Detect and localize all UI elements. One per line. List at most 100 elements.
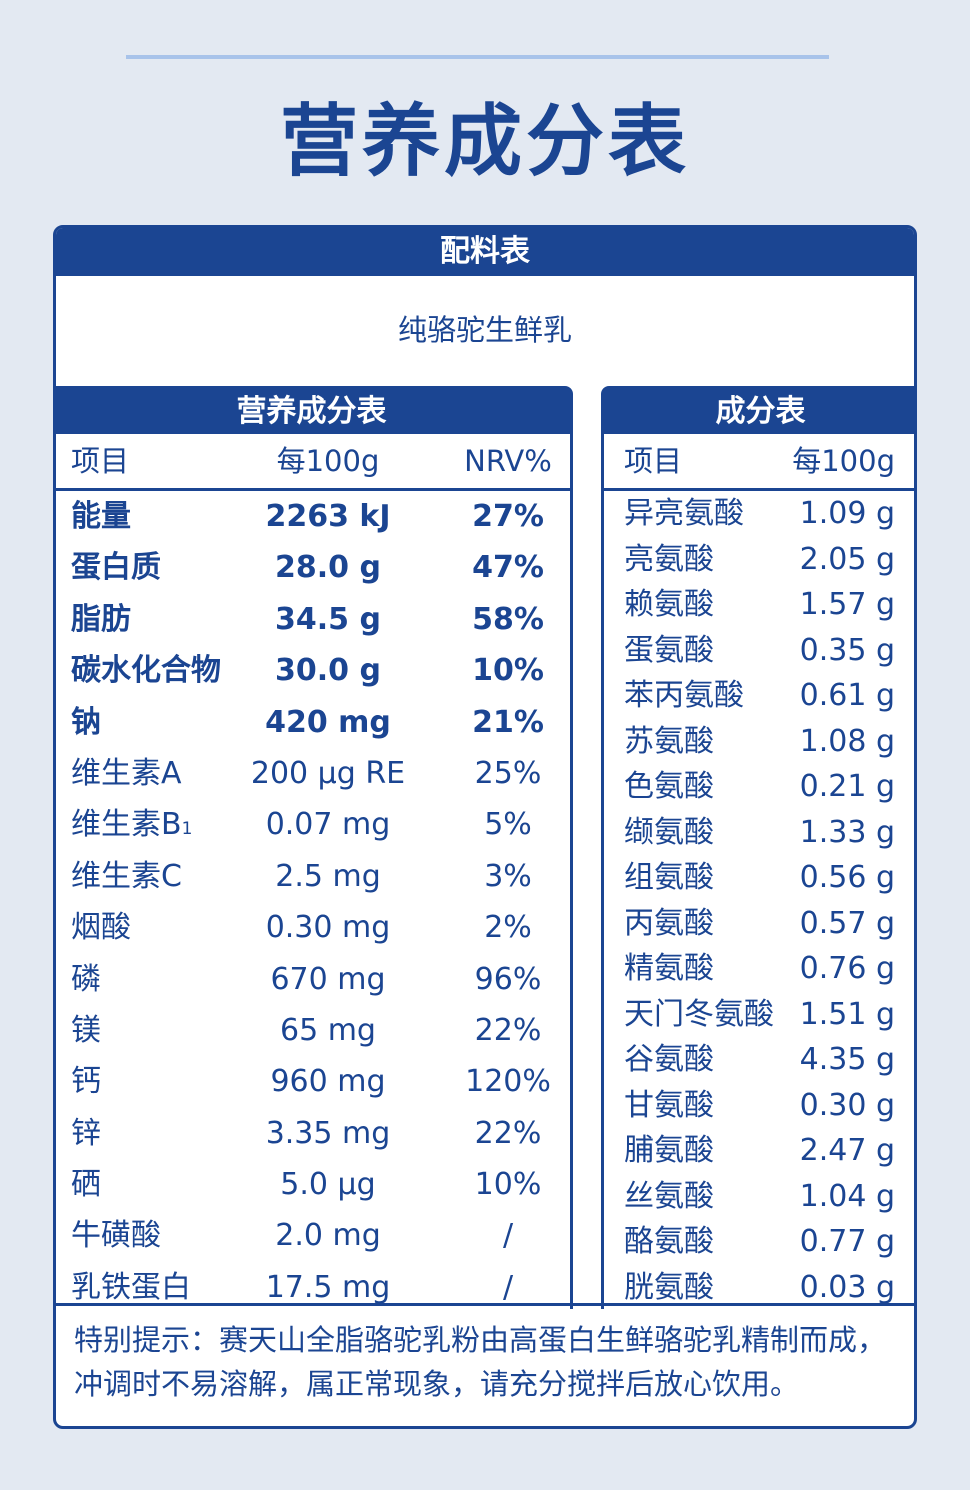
- amino-per100g: 1.08 g: [799, 723, 895, 759]
- nutrient-name: 锌: [71, 1115, 101, 1151]
- amino-name: 胱氨酸: [624, 1269, 714, 1305]
- amino-per100g: 0.77 g: [799, 1224, 895, 1259]
- nutrient-per100g: 3.35 mg: [265, 1115, 391, 1151]
- note-divider: [56, 1303, 914, 1306]
- nutrition-row: 锌 3.35 mg 22%: [56, 1108, 570, 1159]
- amino-name: 异亮氨酸: [624, 496, 744, 531]
- amino-per100g: 1.57 g: [799, 587, 895, 622]
- nutrition-row: 磷 670 mg 96%: [56, 954, 570, 1005]
- nutrition-row: 钙 960 mg 120%: [56, 1056, 570, 1107]
- ingredients-header: 配料表: [56, 228, 914, 276]
- amino-acid-header: 成分表: [604, 389, 914, 434]
- nutrition-row: 乳铁蛋白 17.5 mg /: [56, 1262, 570, 1313]
- nutrition-row: 脂肪 34.5 g 58%: [56, 594, 570, 645]
- nutrition-row: 维生素A 200 μg RE 25%: [56, 748, 570, 799]
- nutrition-row: 镁 65 mg 22%: [56, 1005, 570, 1056]
- amino-name: 丙氨酸: [624, 905, 714, 941]
- amino-name: 苏氨酸: [624, 723, 714, 759]
- nutrition-column-headers: 项目 每100g NRV%: [56, 434, 570, 491]
- nutrient-name: 能量: [71, 499, 131, 534]
- nutrient-nrv: 2%: [484, 910, 532, 946]
- amino-per100g: 1.33 g: [799, 814, 895, 850]
- amino-name: 亮氨酸: [624, 541, 714, 577]
- nutrition-row: 烟酸 0.30 mg 2%: [56, 902, 570, 953]
- nutrient-name: 镁: [71, 1012, 101, 1048]
- amino-row: 谷氨酸 4.35 g: [604, 1037, 914, 1083]
- amino-row: 酪氨酸 0.77 g: [604, 1219, 914, 1265]
- amino-name: 谷氨酸: [624, 1042, 714, 1077]
- nutrient-name: 脂肪: [71, 601, 131, 637]
- nutrition-rows: 能量 2263 kJ 27% 蛋白质 28.0 g 47% 脂肪 34.5 g 58% 碳水化合物…: [56, 491, 570, 1313]
- nutrient-name: 蛋白质: [71, 550, 161, 586]
- special-note: 特别提示：赛天山全脂骆驼乳粉由高蛋白生鲜骆驼乳精制而成，冲调时不易溶解，属正常现…: [74, 1323, 887, 1401]
- nutrition-facts-header: 营养成分表: [56, 389, 570, 434]
- amino-name: 酪氨酸: [624, 1224, 714, 1259]
- nutrition-row: 牛磺酸 2.0 mg /: [56, 1210, 570, 1261]
- amino-per100g: 0.57 g: [799, 905, 895, 941]
- column-per100g: 每100g: [276, 444, 380, 478]
- amino-row: 精氨酸 0.76 g: [604, 946, 914, 992]
- nutrition-row: 蛋白质 28.0 g 47%: [56, 542, 570, 593]
- nutrient-nrv: 21%: [472, 704, 544, 740]
- amino-per100g: 1.09 g: [799, 496, 895, 531]
- nutrient-name: 维生素B: [71, 807, 182, 843]
- nutrient-per100g: 28.0 g: [275, 550, 381, 586]
- nutrient-name: 磷: [71, 961, 101, 997]
- nutrient-nrv: 22%: [474, 1012, 542, 1048]
- nutrient-per100g: 200 μg RE: [250, 755, 406, 791]
- amino-per100g: 4.35 g: [799, 1042, 895, 1077]
- amino-row: 丝氨酸 1.04 g: [604, 1174, 914, 1220]
- amino-name: 赖氨酸: [624, 587, 714, 622]
- nutrient-per100g: 2.5 mg: [275, 858, 381, 894]
- nutrient-nrv: 120%: [465, 1064, 551, 1100]
- nutrient-name: 牛磺酸: [71, 1218, 161, 1254]
- nutrient-name-wrap: 维生素B1: [71, 799, 192, 855]
- nutrient-name: 乳铁蛋白: [71, 1269, 191, 1305]
- nutrient-name: 碳水化合物: [71, 653, 221, 689]
- amino-row: 苯丙氨酸 0.61 g: [604, 673, 914, 719]
- nutrient-nrv: 22%: [474, 1115, 542, 1151]
- nutrient-per100g: 670 mg: [270, 961, 386, 997]
- amino-row: 色氨酸 0.21 g: [604, 764, 914, 810]
- amino-per100g: 0.61 g: [799, 678, 895, 713]
- nutrient-nrv: 25%: [474, 755, 542, 791]
- amino-row: 缬氨酸 1.33 g: [604, 810, 914, 856]
- nutrient-nrv: 10%: [472, 653, 544, 689]
- nutrient-per100g: 30.0 g: [275, 653, 381, 689]
- nutrient-name: 维生素A: [71, 755, 182, 791]
- nutrient-per100g: 34.5 g: [275, 601, 381, 637]
- amino-row: 赖氨酸 1.57 g: [604, 582, 914, 628]
- amino-name: 脯氨酸: [624, 1133, 714, 1168]
- nutrition-row: 维生素C 2.5 mg 3%: [56, 851, 570, 902]
- amino-row: 甘氨酸 0.30 g: [604, 1083, 914, 1129]
- nutrient-nrv: 27%: [472, 499, 544, 534]
- amino-per100g: 0.30 g: [799, 1087, 895, 1123]
- nutrition-card: 配料表 纯骆驼生鲜乳 营养成分表 项目 每100g NRV% 能量 2263 kJ…: [53, 225, 917, 1429]
- amino-row: 亮氨酸 2.05 g: [604, 537, 914, 583]
- amino-name: 甘氨酸: [624, 1087, 714, 1123]
- amino-row: 天门冬氨酸 1.51 g: [604, 992, 914, 1038]
- nutrient-per100g: 2263 kJ: [265, 499, 391, 534]
- amino-per100g: 0.21 g: [799, 769, 895, 804]
- amino-per100g: 0.56 g: [799, 860, 895, 895]
- nutrient-per100g: 5.0 μg: [280, 1167, 376, 1203]
- nutrient-nrv: /: [502, 1269, 514, 1305]
- amino-name: 缬氨酸: [624, 814, 714, 850]
- amino-per100g: 0.03 g: [799, 1269, 895, 1305]
- amino-acid-panel: 成分表 项目 每100g 异亮氨酸 1.09 g 亮氨酸 2.05 g 赖氨酸 1.57 …: [601, 386, 914, 1309]
- nutrient-nrv: 10%: [474, 1167, 542, 1203]
- amino-per100g: 1.04 g: [799, 1178, 895, 1214]
- column-item: 项目: [71, 444, 130, 478]
- nutrition-row: 钠 420 mg 21%: [56, 697, 570, 748]
- nutrient-nrv: 3%: [484, 858, 532, 894]
- amino-name: 苯丙氨酸: [624, 678, 744, 713]
- nutrient-name: 维生素C: [71, 858, 182, 894]
- column-item: 项目: [624, 444, 683, 478]
- nutrient-name: 钠: [71, 704, 101, 740]
- amino-per100g: 0.35 g: [799, 632, 895, 668]
- nutrient-nrv: 58%: [472, 601, 544, 637]
- amino-column-headers: 项目 每100g: [604, 434, 914, 491]
- amino-name: 精氨酸: [624, 951, 714, 986]
- nutrition-row: 维生素B1 0.07 mg 5%: [56, 799, 570, 850]
- nutrition-facts-panel: 营养成分表 项目 每100g NRV% 能量 2263 kJ 27% 蛋白质 28.0 …: [56, 386, 573, 1309]
